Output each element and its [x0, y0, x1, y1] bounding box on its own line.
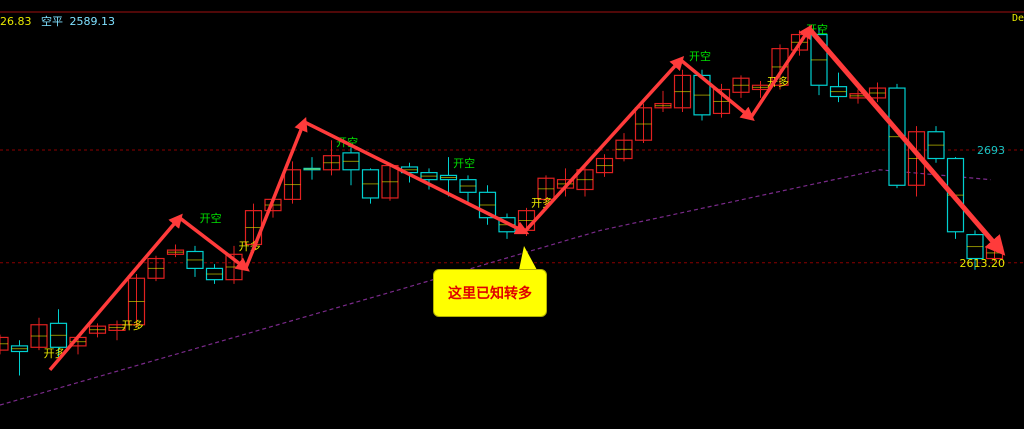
signal-label-short: 开空	[453, 156, 475, 170]
header-left-value: 26.83	[0, 15, 32, 28]
signal-label-short: 开空	[200, 211, 222, 225]
callout-pointer	[519, 246, 537, 270]
corner-label: De	[1011, 13, 1024, 24]
callout-annotation: 这里已知转多	[433, 269, 547, 317]
trend-arrow	[303, 120, 530, 235]
header-value: 2589.13	[69, 15, 116, 28]
price-label: 2613.20	[960, 257, 1006, 270]
price-label: 2693	[977, 144, 1005, 157]
trend-arrow	[48, 213, 183, 371]
callout-text: 这里已知转多	[448, 286, 532, 302]
trend-arrow	[749, 24, 813, 119]
signal-label-short: 开空	[689, 49, 711, 63]
trend-arrow	[807, 27, 1006, 256]
header-readout: 26.83 空平 2589.13	[0, 13, 115, 29]
trend-arrow	[679, 58, 755, 121]
header-label: 空平	[41, 15, 63, 28]
signal-label-long: 开多	[122, 318, 144, 332]
trend-arrow	[244, 117, 308, 270]
trend-arrow	[523, 56, 685, 233]
trend-arrow	[178, 216, 250, 272]
